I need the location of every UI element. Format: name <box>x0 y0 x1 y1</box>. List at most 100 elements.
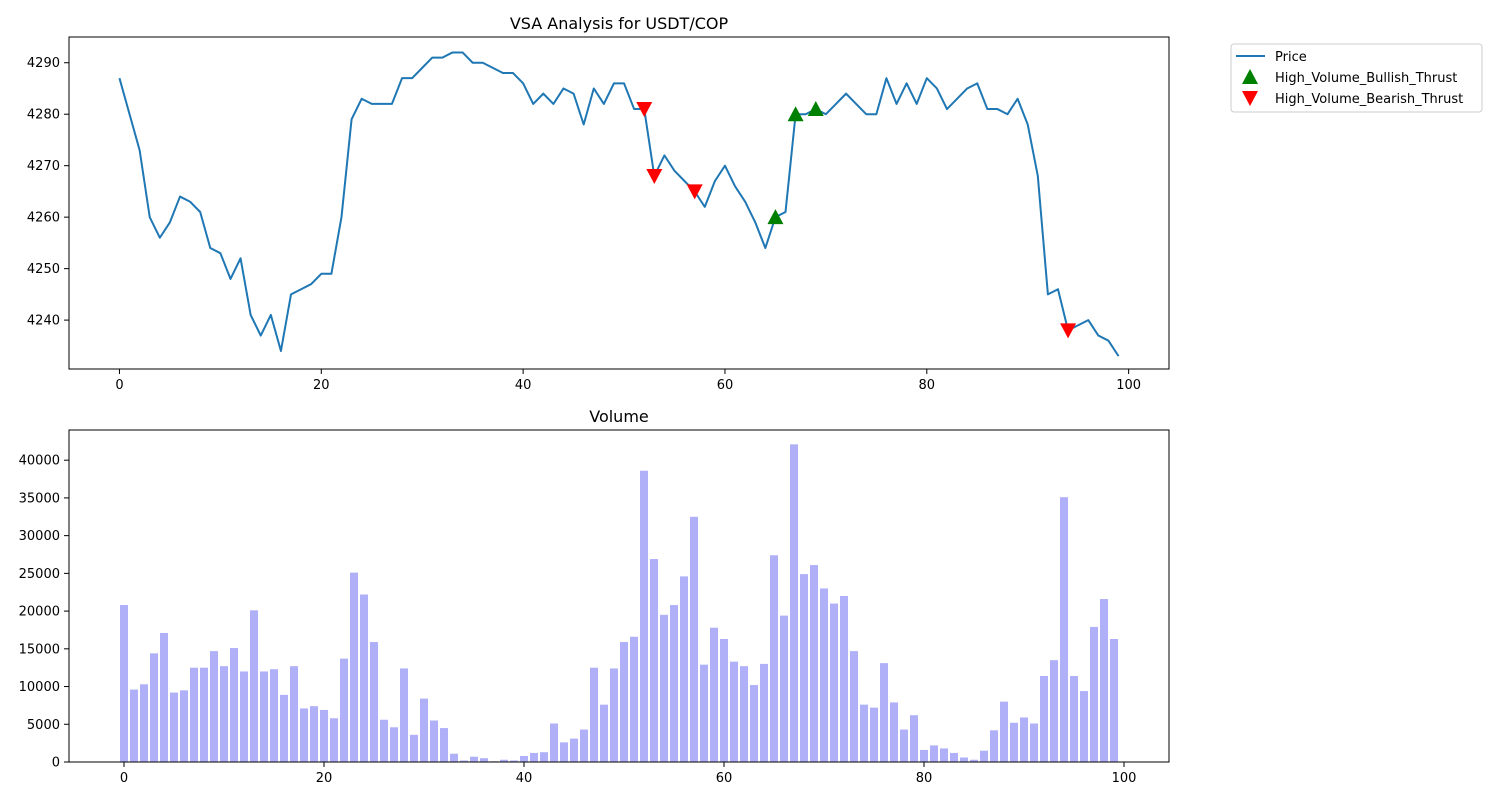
price-x-tick-label: 0 <box>115 378 123 393</box>
bearish-thrust-marker <box>686 184 703 200</box>
volume-bar <box>1030 723 1038 762</box>
volume-bar <box>180 690 188 762</box>
price-x-tick-label: 100 <box>1116 378 1141 393</box>
volume-y-tick-label: 10000 <box>19 680 60 695</box>
volume-bar <box>590 667 598 762</box>
legend-bearish-triangle-icon <box>1242 91 1258 106</box>
volume-bar <box>800 574 808 762</box>
legend-bullish-triangle-icon <box>1242 69 1258 84</box>
volume-bar <box>620 642 628 762</box>
volume-bar <box>520 755 528 762</box>
volume-bar <box>300 708 308 762</box>
volume-bar <box>640 470 648 762</box>
thrust-markers-group <box>636 101 1077 339</box>
legend-label-price: Price <box>1275 50 1307 65</box>
volume-bar <box>470 756 478 762</box>
volume-y-axis: 0 5000 10000 15000 20000 25000 30000 35000 40000 <box>19 454 69 771</box>
volume-bar <box>290 666 298 762</box>
bearish-thrust-marker <box>646 168 663 184</box>
volume-bar <box>660 614 668 762</box>
volume-bar <box>500 759 508 762</box>
volume-bar <box>270 669 278 762</box>
volume-bar <box>1070 675 1078 762</box>
volume-bar <box>610 668 618 762</box>
volume-bar <box>340 658 348 762</box>
volume-bar <box>780 615 788 762</box>
volume-bar <box>830 603 838 762</box>
volume-bar <box>160 632 168 762</box>
bullish-thrust-marker <box>807 101 824 117</box>
volume-bar <box>600 704 608 762</box>
volume-bar <box>930 745 938 762</box>
volume-bar <box>970 759 978 762</box>
volume-bar <box>130 689 138 762</box>
price-x-axis: 0 20 40 60 80 100 <box>115 369 1141 393</box>
volume-bar <box>690 516 698 762</box>
volume-bar <box>1080 691 1088 762</box>
volume-bar <box>170 692 178 762</box>
volume-bar <box>1060 497 1068 762</box>
volume-y-tick-label: 15000 <box>19 642 60 657</box>
volume-bar <box>910 715 918 762</box>
volume-y-tick-label: 0 <box>52 756 60 771</box>
volume-bar <box>650 559 658 762</box>
volume-bar <box>870 707 878 762</box>
price-x-tick-label: 80 <box>919 378 936 393</box>
volume-bar <box>750 685 758 762</box>
volume-bar <box>1050 660 1058 762</box>
volume-bar <box>210 651 218 762</box>
volume-y-tick-label: 30000 <box>19 529 60 544</box>
volume-bar <box>440 728 448 762</box>
volume-bar <box>360 594 368 762</box>
volume-bar <box>1090 626 1098 762</box>
volume-x-tick-label: 0 <box>120 771 128 786</box>
volume-bar <box>540 752 548 762</box>
volume-y-tick-label: 35000 <box>19 491 60 506</box>
volume-bar <box>880 663 888 762</box>
volume-bar <box>840 596 848 762</box>
bullish-thrust-marker <box>767 209 784 225</box>
volume-bar <box>380 719 388 762</box>
volume-plot-area <box>68 429 1170 763</box>
price-y-axis: 4240 4250 4260 4270 4280 4290 <box>27 56 69 329</box>
volume-x-axis: 0 20 40 60 80 100 <box>120 762 1137 786</box>
volume-bar <box>1020 717 1028 762</box>
volume-bar <box>570 738 578 762</box>
volume-chart-title: Volume <box>589 407 649 426</box>
volume-bar <box>1040 675 1048 762</box>
volume-x-tick-label: 60 <box>716 771 733 786</box>
volume-bar <box>900 729 908 762</box>
price-y-tick-label: 4280 <box>27 108 60 123</box>
volume-bar <box>120 605 128 762</box>
volume-bar <box>950 752 958 762</box>
volume-bar <box>580 729 588 762</box>
volume-bar <box>720 639 728 762</box>
volume-bar <box>420 698 428 762</box>
volume-bar <box>770 555 778 762</box>
volume-bar <box>890 702 898 762</box>
volume-bar <box>230 648 238 762</box>
legend: Price High_Volume_Bullish_Thrust High_Vo… <box>1230 43 1483 113</box>
price-y-tick-label: 4270 <box>27 159 60 174</box>
legend-label-bullish: High_Volume_Bullish_Thrust <box>1275 71 1457 86</box>
volume-bar <box>670 605 678 762</box>
volume-x-tick-label: 100 <box>1112 771 1137 786</box>
legend-label-bearish: High_Volume_Bearish_Thrust <box>1275 92 1463 107</box>
price-plot-area <box>68 36 1170 370</box>
volume-x-tick-label: 20 <box>316 771 333 786</box>
bearish-thrust-marker <box>636 102 653 118</box>
volume-bar <box>250 610 258 762</box>
volume-bar <box>730 661 738 762</box>
price-y-tick-label: 4260 <box>27 211 60 226</box>
volume-bar <box>680 576 688 762</box>
volume-bar <box>860 704 868 762</box>
volume-bar <box>430 720 438 762</box>
volume-bar <box>550 723 558 762</box>
volume-bar <box>450 753 458 762</box>
price-line <box>118 51 1120 357</box>
legend-box <box>1230 43 1483 113</box>
volume-x-tick-label: 80 <box>916 771 933 786</box>
volume-bar <box>140 684 148 762</box>
volume-y-tick-label: 20000 <box>19 605 60 620</box>
